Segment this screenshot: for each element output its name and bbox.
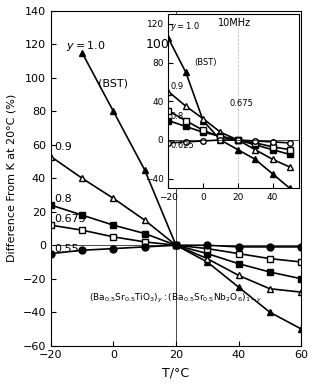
Text: $y=1.0$: $y=1.0$ — [66, 39, 106, 53]
X-axis label: T/°C: T/°C — [163, 366, 190, 379]
Text: 0.675: 0.675 — [54, 214, 86, 224]
Y-axis label: Difference From K at 20°C (%): Difference From K at 20°C (%) — [7, 94, 17, 262]
Text: $({\rm Ba}_{0.5}{\rm Sr}_{0.5}{\rm TiO}_3)_y:({\rm Ba}_{0.5}{\rm Sr}_{0.5}{\rm N: $({\rm Ba}_{0.5}{\rm Sr}_{0.5}{\rm TiO}_… — [89, 292, 263, 305]
Text: 100kHz: 100kHz — [146, 38, 193, 51]
Text: 0.8: 0.8 — [54, 194, 72, 204]
Text: 0.9: 0.9 — [54, 142, 72, 152]
Text: 0.55: 0.55 — [54, 244, 79, 254]
Text: (BST): (BST) — [98, 78, 128, 88]
